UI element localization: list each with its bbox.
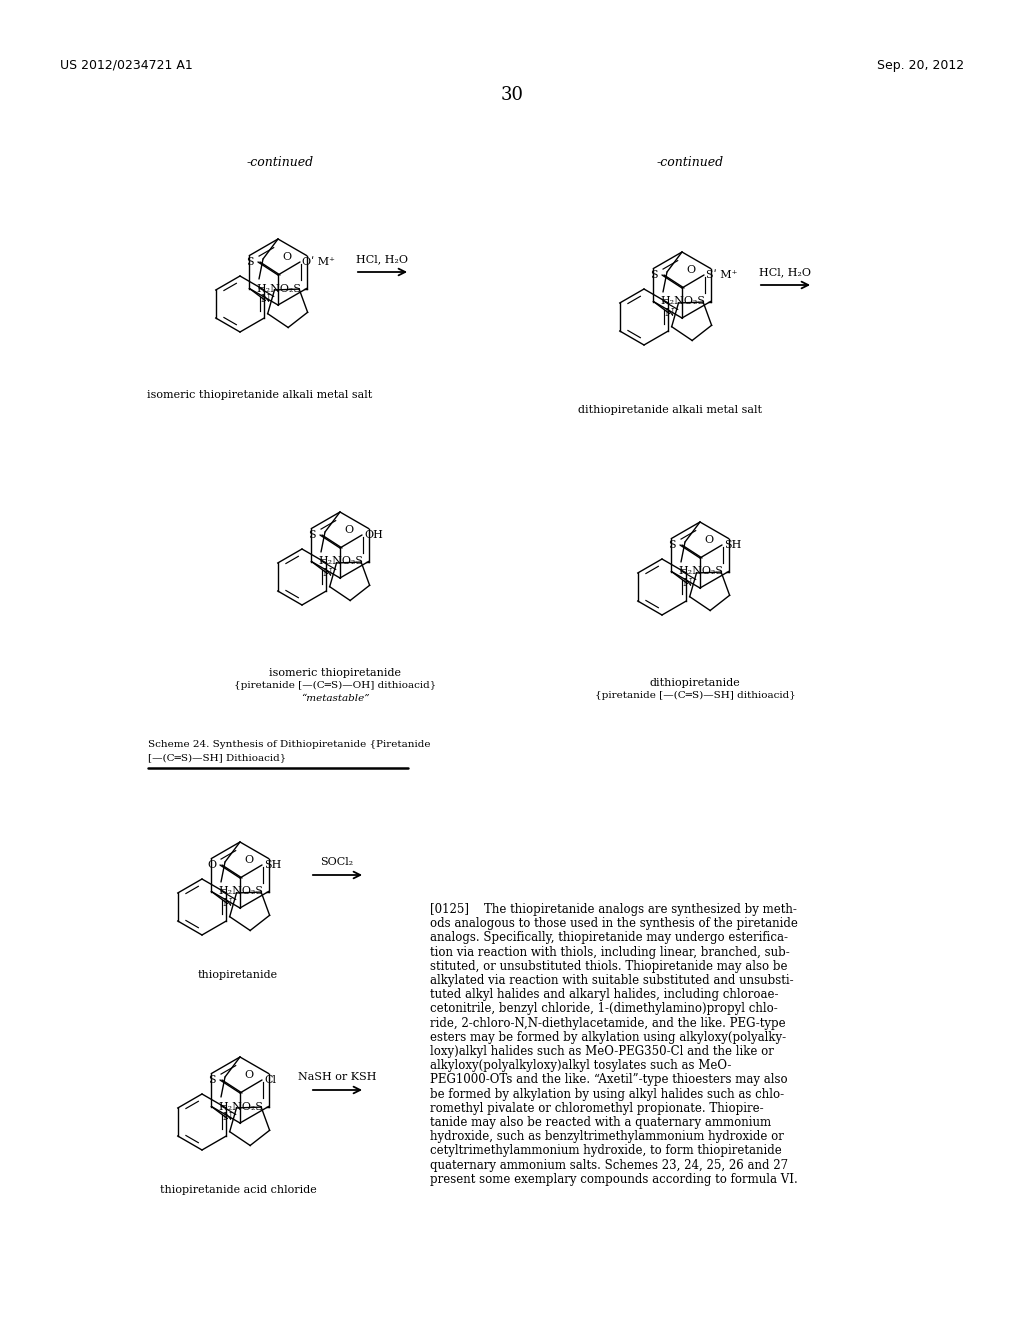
Text: O: O (282, 252, 291, 261)
Text: Sep. 20, 2012: Sep. 20, 2012 (877, 58, 964, 71)
Text: ods analogous to those used in the synthesis of the piretanide: ods analogous to those used in the synth… (430, 917, 798, 931)
Text: OH: OH (364, 531, 383, 540)
Text: N: N (665, 308, 674, 318)
Text: O: O (244, 855, 253, 865)
Text: H₂NO₂S: H₂NO₂S (218, 1101, 263, 1111)
Text: H₂NO₂S: H₂NO₂S (318, 557, 364, 566)
Text: Sʹ M⁺: Sʹ M⁺ (706, 271, 737, 280)
Text: HCl, H₂O: HCl, H₂O (759, 267, 811, 277)
Text: N: N (323, 568, 333, 578)
Text: S: S (650, 271, 658, 280)
Text: -continued: -continued (247, 156, 313, 169)
Text: tion via reaction with thiols, including linear, branched, sub-: tion via reaction with thiols, including… (430, 945, 790, 958)
Text: tuted alkyl halides and alkaryl halides, including chloroae-: tuted alkyl halides and alkaryl halides,… (430, 989, 778, 1001)
Text: dithiopiretanide alkali metal salt: dithiopiretanide alkali metal salt (578, 405, 762, 414)
Text: O: O (207, 861, 216, 870)
Text: cetonitrile, benzyl chloride, 1-(dimethylamino)propyl chlo-: cetonitrile, benzyl chloride, 1-(dimethy… (430, 1002, 778, 1015)
Text: H₂NO₂S: H₂NO₂S (218, 887, 263, 896)
Text: O: O (705, 535, 713, 545)
Text: [—(C═S)—SH] Dithioacid}: [—(C═S)—SH] Dithioacid} (148, 752, 287, 762)
Text: tanide may also be reacted with a quaternary ammonium: tanide may also be reacted with a quater… (430, 1115, 771, 1129)
Text: thiopiretanide: thiopiretanide (198, 970, 279, 979)
Text: esters may be formed by alkylation using alkyloxy(polyalky-: esters may be formed by alkylation using… (430, 1031, 786, 1044)
Text: Cl: Cl (264, 1074, 276, 1085)
Text: N: N (260, 294, 270, 305)
Text: hydroxide, such as benzyltrimethylammonium hydroxide or: hydroxide, such as benzyltrimethylammoni… (430, 1130, 784, 1143)
Text: thiopiretanide acid chloride: thiopiretanide acid chloride (160, 1185, 316, 1195)
Text: H₂NO₂S: H₂NO₂S (679, 566, 724, 577)
Text: {piretanide [—(C═S)—SH] dithioacid}: {piretanide [—(C═S)—SH] dithioacid} (595, 690, 796, 700)
Text: quaternary ammonium salts. Schemes 23, 24, 25, 26 and 27: quaternary ammonium salts. Schemes 23, 2… (430, 1159, 788, 1172)
Text: S: S (669, 540, 676, 550)
Text: romethyl pivalate or chloromethyl propionate. Thiopire-: romethyl pivalate or chloromethyl propio… (430, 1102, 764, 1115)
Text: {piretanide [—(C═S)—OH] dithioacid}: {piretanide [—(C═S)—OH] dithioacid} (233, 681, 436, 690)
Text: Oʹ M⁺: Oʹ M⁺ (302, 257, 335, 267)
Text: H₂NO₂S: H₂NO₂S (257, 284, 302, 293)
Text: N: N (222, 1113, 232, 1122)
Text: O: O (244, 1071, 253, 1080)
Text: analogs. Specifically, thiopiretanide may undergo esterifica-: analogs. Specifically, thiopiretanide ma… (430, 932, 788, 944)
Text: “metastable”: “metastable” (301, 694, 370, 704)
Text: present some exemplary compounds according to formula VI.: present some exemplary compounds accordi… (430, 1172, 798, 1185)
Text: H₂NO₂S: H₂NO₂S (660, 297, 706, 306)
Text: [0125]    The thiopiretanide analogs are synthesized by meth-: [0125] The thiopiretanide analogs are sy… (430, 903, 797, 916)
Text: HCl, H₂O: HCl, H₂O (356, 253, 408, 264)
Text: -continued: -continued (656, 156, 724, 169)
Text: isomeric thiopiretanide alkali metal salt: isomeric thiopiretanide alkali metal sal… (147, 389, 373, 400)
Text: N: N (222, 898, 232, 908)
Text: 30: 30 (501, 86, 523, 104)
Text: SH: SH (724, 540, 741, 550)
Text: Scheme 24. Synthesis of Dithiopiretanide {Piretanide: Scheme 24. Synthesis of Dithiopiretanide… (148, 741, 430, 748)
Text: PEG1000-OTs and the like. “Axetil”-type thioesters may also: PEG1000-OTs and the like. “Axetil”-type … (430, 1073, 787, 1086)
Text: S: S (208, 1074, 216, 1085)
Text: S: S (247, 257, 254, 267)
Text: NaSH or KSH: NaSH or KSH (298, 1072, 376, 1082)
Text: S: S (308, 531, 316, 540)
Text: O: O (686, 265, 695, 275)
Text: loxy)alkyl halides such as MeO-PEG350-Cl and the like or: loxy)alkyl halides such as MeO-PEG350-Cl… (430, 1045, 774, 1059)
Text: N: N (683, 578, 692, 587)
Text: be formed by alkylation by using alkyl halides such as chlo-: be formed by alkylation by using alkyl h… (430, 1088, 784, 1101)
Text: dithiopiretanide: dithiopiretanide (649, 678, 740, 688)
Text: SOCl₂: SOCl₂ (321, 857, 353, 867)
Text: isomeric thiopiretanide: isomeric thiopiretanide (269, 668, 401, 678)
Text: stituted, or unsubstituted thiols. Thiopiretanide may also be: stituted, or unsubstituted thiols. Thiop… (430, 960, 787, 973)
Text: SH: SH (264, 861, 282, 870)
Text: alkyloxy(polyalkyloxy)alkyl tosylates such as MeO-: alkyloxy(polyalkyloxy)alkyl tosylates su… (430, 1059, 731, 1072)
Text: O: O (344, 525, 353, 535)
Text: ride, 2-chloro-N,N-diethylacetamide, and the like. PEG-type: ride, 2-chloro-N,N-diethylacetamide, and… (430, 1016, 785, 1030)
Text: alkylated via reaction with suitable substituted and unsubsti-: alkylated via reaction with suitable sub… (430, 974, 794, 987)
Text: US 2012/0234721 A1: US 2012/0234721 A1 (60, 58, 193, 71)
Text: cetyltrimethylammonium hydroxide, to form thiopiretanide: cetyltrimethylammonium hydroxide, to for… (430, 1144, 781, 1158)
